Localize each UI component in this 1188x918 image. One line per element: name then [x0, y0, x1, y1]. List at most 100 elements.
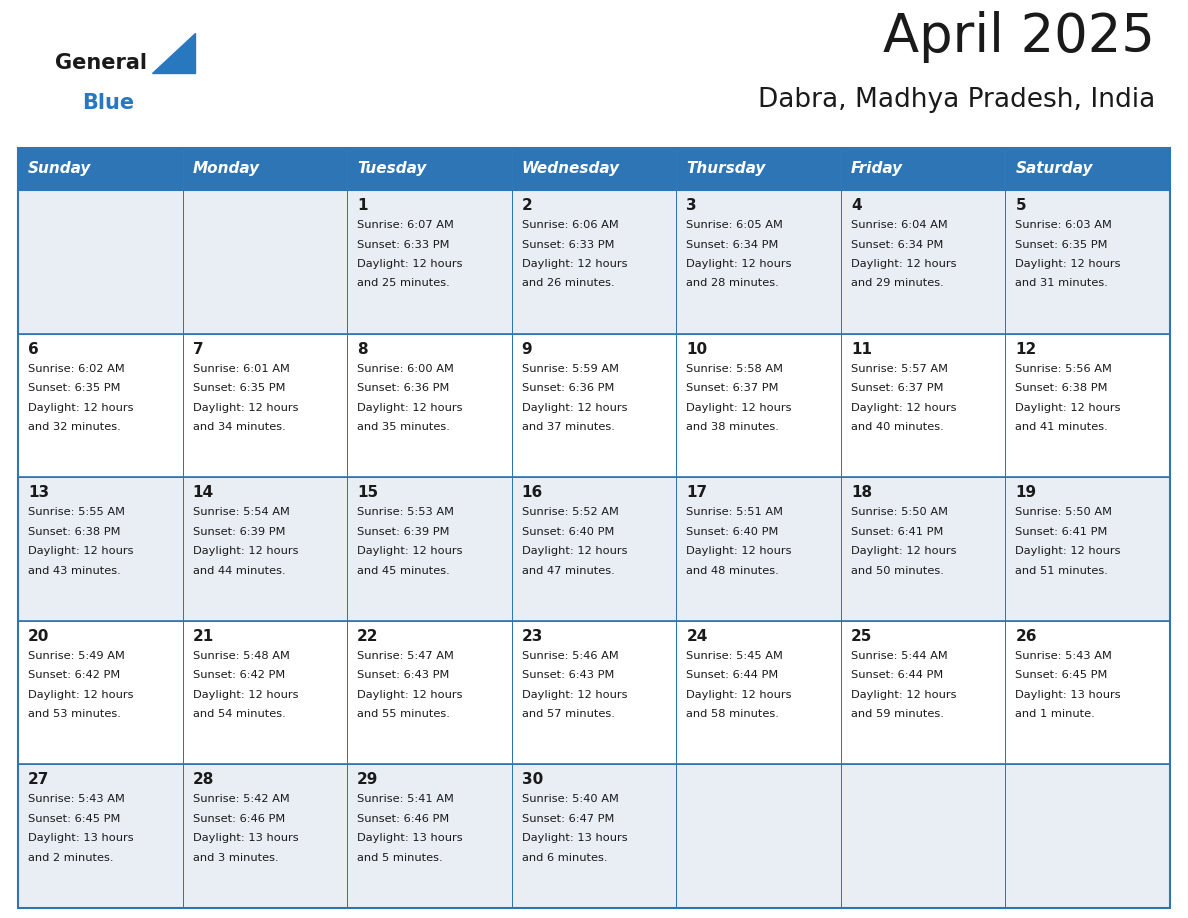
Text: Sunset: 6:45 PM: Sunset: 6:45 PM [29, 814, 120, 823]
Text: and 55 minutes.: and 55 minutes. [358, 710, 450, 720]
Text: and 31 minutes.: and 31 minutes. [1016, 278, 1108, 288]
Text: Sunrise: 5:57 AM: Sunrise: 5:57 AM [851, 364, 948, 374]
Text: 29: 29 [358, 772, 379, 788]
Text: Daylight: 12 hours: Daylight: 12 hours [1016, 546, 1121, 556]
Bar [347, 190, 512, 333]
Text: 28: 28 [192, 772, 214, 788]
Bar [1005, 148, 1170, 190]
Text: Sunrise: 5:56 AM: Sunrise: 5:56 AM [1016, 364, 1112, 374]
Text: Daylight: 12 hours: Daylight: 12 hours [192, 403, 298, 412]
Text: Sunrise: 5:44 AM: Sunrise: 5:44 AM [851, 651, 948, 661]
Text: Daylight: 12 hours: Daylight: 12 hours [851, 546, 956, 556]
Text: 20: 20 [29, 629, 50, 644]
Text: Sunrise: 6:02 AM: Sunrise: 6:02 AM [29, 364, 125, 374]
Bar [18, 190, 183, 333]
Text: and 45 minutes.: and 45 minutes. [358, 565, 450, 576]
Text: Sunset: 6:45 PM: Sunset: 6:45 PM [1016, 670, 1107, 680]
Text: Sunset: 6:33 PM: Sunset: 6:33 PM [522, 240, 614, 250]
Bar [18, 765, 183, 908]
Text: Daylight: 12 hours: Daylight: 12 hours [1016, 259, 1121, 269]
Text: Daylight: 13 hours: Daylight: 13 hours [522, 834, 627, 844]
Text: and 59 minutes.: and 59 minutes. [851, 710, 943, 720]
Text: Sunset: 6:36 PM: Sunset: 6:36 PM [358, 383, 449, 393]
Text: Monday: Monday [192, 162, 260, 176]
Bar [183, 621, 347, 765]
Text: 14: 14 [192, 486, 214, 500]
Text: 2: 2 [522, 198, 532, 213]
Text: 26: 26 [1016, 629, 1037, 644]
Text: and 35 minutes.: and 35 minutes. [358, 422, 450, 432]
Text: Daylight: 12 hours: Daylight: 12 hours [29, 546, 133, 556]
Text: Sunrise: 5:43 AM: Sunrise: 5:43 AM [1016, 651, 1112, 661]
Text: and 1 minute.: and 1 minute. [1016, 710, 1095, 720]
Text: Daylight: 13 hours: Daylight: 13 hours [29, 834, 133, 844]
Text: 9: 9 [522, 341, 532, 356]
Bar [1005, 765, 1170, 908]
Bar [512, 765, 676, 908]
Text: 17: 17 [687, 486, 707, 500]
Text: Sunrise: 6:05 AM: Sunrise: 6:05 AM [687, 220, 783, 230]
Text: 1: 1 [358, 198, 367, 213]
Text: Sunset: 6:43 PM: Sunset: 6:43 PM [358, 670, 449, 680]
Bar [512, 148, 676, 190]
Text: Sunset: 6:39 PM: Sunset: 6:39 PM [358, 527, 449, 537]
Text: and 58 minutes.: and 58 minutes. [687, 710, 779, 720]
Bar [676, 621, 841, 765]
Bar [676, 190, 841, 333]
Text: Sunrise: 5:48 AM: Sunrise: 5:48 AM [192, 651, 290, 661]
Text: Sunset: 6:41 PM: Sunset: 6:41 PM [851, 527, 943, 537]
Text: Wednesday: Wednesday [522, 162, 620, 176]
Text: 22: 22 [358, 629, 379, 644]
Text: 13: 13 [29, 486, 49, 500]
Text: and 38 minutes.: and 38 minutes. [687, 422, 779, 432]
Text: Daylight: 13 hours: Daylight: 13 hours [192, 834, 298, 844]
Text: 27: 27 [29, 772, 50, 788]
Text: and 5 minutes.: and 5 minutes. [358, 853, 443, 863]
Text: Sunrise: 5:53 AM: Sunrise: 5:53 AM [358, 508, 454, 517]
Text: Friday: Friday [851, 162, 903, 176]
Text: Sunset: 6:39 PM: Sunset: 6:39 PM [192, 527, 285, 537]
Text: and 43 minutes.: and 43 minutes. [29, 565, 121, 576]
Text: Sunset: 6:38 PM: Sunset: 6:38 PM [1016, 383, 1108, 393]
Text: Sunset: 6:43 PM: Sunset: 6:43 PM [522, 670, 614, 680]
Text: Sunrise: 5:58 AM: Sunrise: 5:58 AM [687, 364, 783, 374]
Bar [183, 333, 347, 477]
Text: and 44 minutes.: and 44 minutes. [192, 565, 285, 576]
Text: Sunset: 6:38 PM: Sunset: 6:38 PM [29, 527, 120, 537]
Text: April 2025: April 2025 [883, 11, 1155, 63]
Text: Sunset: 6:47 PM: Sunset: 6:47 PM [522, 814, 614, 823]
Text: Daylight: 12 hours: Daylight: 12 hours [851, 403, 956, 412]
Text: and 26 minutes.: and 26 minutes. [522, 278, 614, 288]
Text: 4: 4 [851, 198, 861, 213]
Text: and 50 minutes.: and 50 minutes. [851, 565, 943, 576]
Text: Sunrise: 5:55 AM: Sunrise: 5:55 AM [29, 508, 125, 517]
Text: Dabra, Madhya Pradesh, India: Dabra, Madhya Pradesh, India [758, 87, 1155, 113]
Bar [183, 477, 347, 621]
Text: Sunset: 6:46 PM: Sunset: 6:46 PM [358, 814, 449, 823]
Bar [1005, 621, 1170, 765]
Bar [676, 765, 841, 908]
Text: Sunset: 6:40 PM: Sunset: 6:40 PM [687, 527, 778, 537]
Bar [841, 148, 1005, 190]
Text: Sunrise: 6:01 AM: Sunrise: 6:01 AM [192, 364, 290, 374]
Text: Daylight: 12 hours: Daylight: 12 hours [358, 546, 462, 556]
Text: Sunset: 6:37 PM: Sunset: 6:37 PM [851, 383, 943, 393]
Text: Daylight: 12 hours: Daylight: 12 hours [522, 546, 627, 556]
Bar [183, 148, 347, 190]
Bar [1005, 477, 1170, 621]
Text: Sunset: 6:34 PM: Sunset: 6:34 PM [851, 240, 943, 250]
Text: and 40 minutes.: and 40 minutes. [851, 422, 943, 432]
Text: and 29 minutes.: and 29 minutes. [851, 278, 943, 288]
Text: 6: 6 [29, 341, 39, 356]
Text: Tuesday: Tuesday [358, 162, 426, 176]
Bar [1005, 333, 1170, 477]
Text: Sunrise: 5:50 AM: Sunrise: 5:50 AM [851, 508, 948, 517]
Text: Sunset: 6:42 PM: Sunset: 6:42 PM [192, 670, 285, 680]
Text: Daylight: 12 hours: Daylight: 12 hours [358, 403, 462, 412]
Bar [183, 765, 347, 908]
Text: Sunrise: 5:49 AM: Sunrise: 5:49 AM [29, 651, 125, 661]
Text: 21: 21 [192, 629, 214, 644]
Text: Sunday: Sunday [29, 162, 91, 176]
Text: Sunset: 6:40 PM: Sunset: 6:40 PM [522, 527, 614, 537]
Bar [1005, 190, 1170, 333]
